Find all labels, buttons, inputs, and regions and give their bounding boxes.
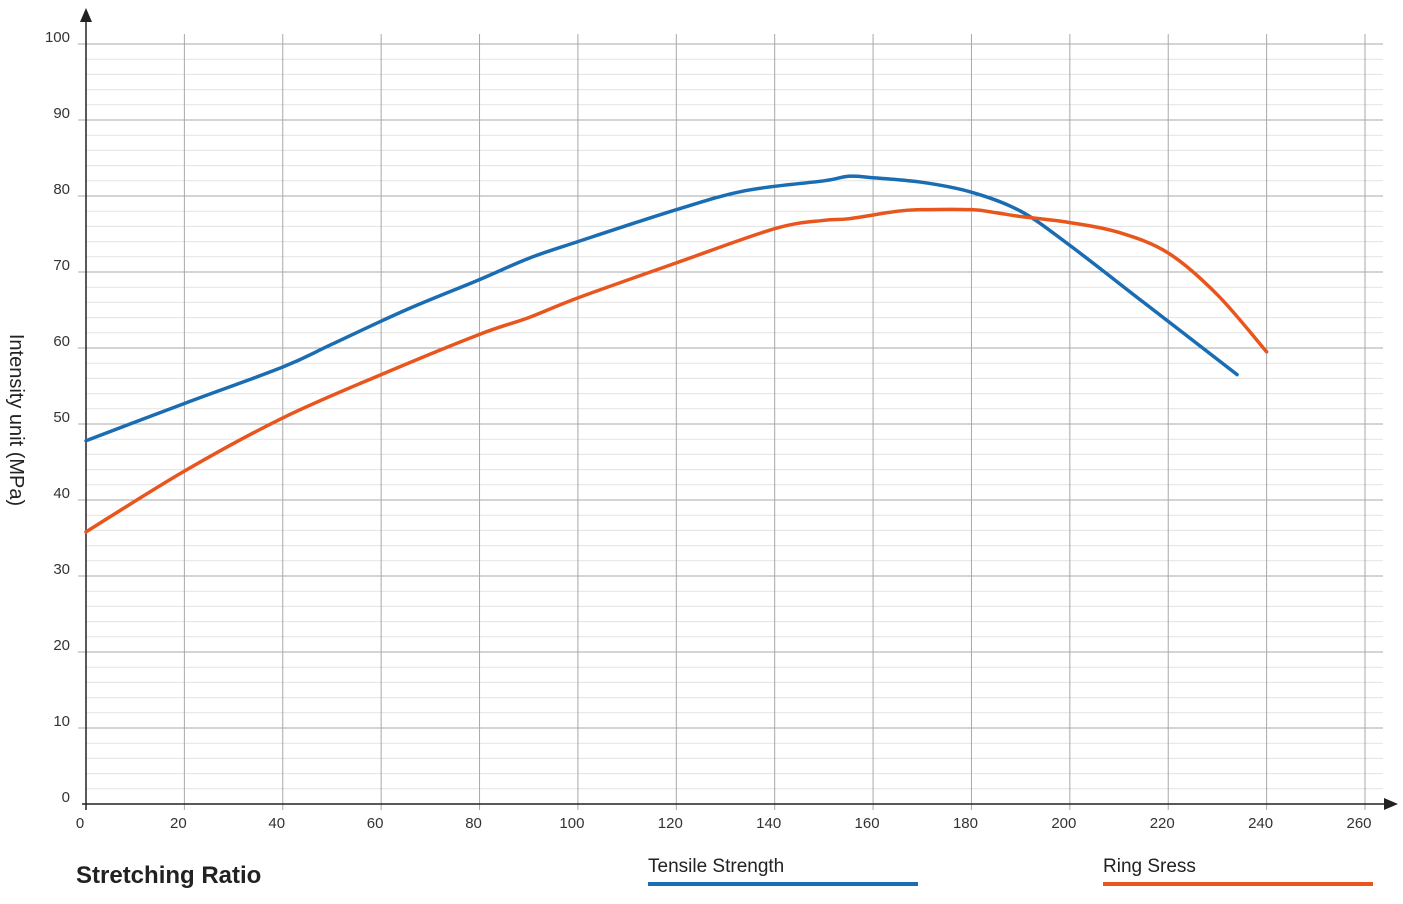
legend-label-ring-sress: Ring Sress: [1103, 856, 1196, 877]
x-tick-label: 100: [559, 815, 584, 832]
y-tick-label: 30: [53, 561, 70, 578]
y-tick-label: 100: [45, 29, 70, 46]
x-tick-label: 60: [367, 815, 384, 832]
major-grid: [78, 34, 1383, 810]
legend-swatch-tensile-strength: [648, 882, 918, 886]
x-tick-label: 80: [465, 815, 482, 832]
x-tick-label: 220: [1150, 815, 1175, 832]
y-tick-label: 70: [53, 257, 70, 274]
series-line-ring-sress: [84, 207, 1269, 534]
minor-grid: [86, 58, 1383, 790]
y-tick-labels: 0 10 20 30 40 50 60 70 80 90 100: [45, 29, 70, 806]
x-tick-label: 200: [1051, 815, 1076, 832]
y-tick-label: 90: [53, 105, 70, 122]
x-axis-title: Stretching Ratio: [76, 862, 262, 889]
series-line-tensile-strength: [84, 174, 1239, 443]
x-tick-label: 180: [953, 815, 978, 832]
y-tick-label: 60: [53, 333, 70, 350]
y-tick-label: 0: [62, 789, 70, 806]
x-tick-labels: 0 20 40 60 80 100 120 140 160 180 200 220 240 260: [76, 815, 1372, 832]
y-axis-label: Intensity unit (MPa): [5, 334, 27, 506]
x-tick-label: 240: [1248, 815, 1273, 832]
x-tick-label: 20: [170, 815, 187, 832]
x-tick-label: 120: [658, 815, 683, 832]
series-lines: [84, 174, 1269, 534]
x-tick-label: 140: [756, 815, 781, 832]
legend-label-tensile-strength: Tensile Strength: [648, 856, 785, 877]
y-tick-label: 20: [53, 637, 70, 654]
y-tick-label: 10: [53, 713, 70, 730]
legend-item-tensile-strength: Tensile Strength: [648, 856, 918, 886]
x-tick-label: 160: [855, 815, 880, 832]
legend-item-ring-sress: Ring Sress: [1103, 856, 1373, 886]
x-tick-label: 40: [268, 815, 285, 832]
y-tick-label: 80: [53, 181, 70, 198]
y-axis-arrow-icon: [80, 8, 92, 22]
x-axis-arrow-icon: [1384, 798, 1398, 810]
axes: [80, 8, 1398, 810]
y-tick-label: 40: [53, 485, 70, 502]
x-tick-label: 260: [1346, 815, 1371, 832]
y-tick-label: 50: [53, 409, 70, 426]
legend-swatch-ring-sress: [1103, 882, 1373, 886]
x-tick-label: 0: [76, 815, 84, 832]
